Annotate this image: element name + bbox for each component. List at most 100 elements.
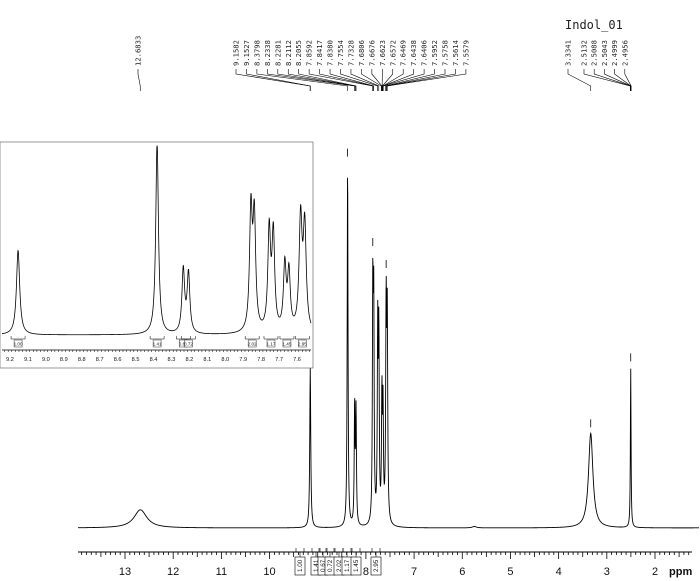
peak-label: 7.6469 [399, 40, 408, 66]
integral-bracket [295, 548, 305, 553]
inset-tick-label: 8.0 [221, 357, 229, 363]
peak-label: 7.7328 [346, 40, 355, 66]
x-tick-label: 6 [459, 566, 465, 578]
x-tick-label: 5 [507, 566, 513, 578]
inset-expansion: 9.2 9.1 9.0 8.9 8.8 8.7 8.6 8.5 8.4 8.3 8.2 8.1 8.0 7… [0, 141, 314, 369]
integral-value: 1.41 [313, 559, 320, 572]
peak-label-connector [567, 69, 592, 91]
inset-spectrum-trace [1, 145, 312, 336]
peak-label-connector [386, 69, 446, 91]
integral-value: 0.67 [320, 559, 327, 572]
peak-label: 7.6806 [357, 40, 366, 66]
peak-label: 8.3798 [252, 40, 261, 66]
inset-tick-label: 7.9 [239, 357, 247, 363]
peak-label-connector [382, 69, 394, 91]
inset-integral-box [152, 339, 162, 348]
inset-integral-bracket [181, 336, 196, 340]
peak-label-connector [385, 69, 435, 91]
spectrum-title: Indol_01 [565, 18, 623, 32]
inset-integral-box [13, 339, 23, 348]
inset-tick-label: 7.6 [293, 357, 301, 363]
peak-label: 8.2112 [284, 40, 293, 66]
inset-integral-box [184, 339, 193, 348]
inset-tick-label: 8.3 [168, 357, 176, 363]
inset-tick-label: 8.8 [78, 357, 86, 363]
peak-label: 2.4999 [610, 40, 619, 66]
peak-label: 3.3341 [564, 40, 573, 66]
peak-label-connector [361, 69, 382, 91]
integral-value: 2.02 [336, 559, 343, 572]
inset-tick-label: 8.5 [132, 357, 140, 363]
x-tick-label: 4 [556, 566, 562, 578]
peak-label: 7.5952 [430, 40, 439, 66]
peak-label: 9.1582 [232, 40, 241, 66]
peak-label-group: 12.6833 9.1582 9.1527 8.3798 8.2338 8.2281 8.2… [134, 36, 632, 91]
peak-label: 7.8417 [315, 40, 324, 66]
peak-label-connector [382, 69, 425, 91]
inset-integral-bracket [10, 336, 26, 340]
x-tick-label: 13 [119, 566, 131, 578]
peak-label: 7.7554 [336, 40, 345, 66]
peak-label-connector [308, 69, 373, 91]
integral-box [370, 556, 382, 576]
peak-label: 7.5579 [461, 40, 470, 66]
integral-bracket [371, 548, 381, 553]
peak-label-connector [604, 69, 632, 91]
inset-tick-label: 8.2 [185, 357, 193, 363]
x-tick-label: 8 [363, 566, 369, 578]
peak-label: 9.1527 [242, 40, 251, 66]
inset-integral-value: 1.00 [14, 342, 23, 347]
peak-label-connector [350, 69, 380, 91]
integral-value: 0.72 [327, 559, 334, 572]
inset-integral-bracket [149, 336, 165, 340]
peak-label-connector [246, 69, 311, 91]
inset-tick-label: 8.7 [96, 357, 104, 363]
integral-value: 2.95 [373, 559, 380, 572]
inset-integral-box [266, 339, 276, 348]
peak-label-connector [298, 69, 357, 91]
peak-label-connector [624, 69, 632, 91]
peak-label-connector [256, 69, 348, 91]
inset-tick-label: 8.1 [203, 357, 211, 363]
peak-label: 8.2338 [263, 40, 272, 66]
inset-tick-label: 9.0 [42, 357, 50, 363]
x-tick-label: 12 [167, 566, 179, 578]
peak-label-connector [277, 69, 356, 91]
peak-label: 7.8380 [326, 40, 335, 66]
peak-label: 2.5043 [600, 40, 609, 66]
peak-label-connector [137, 69, 141, 91]
peak-label: 2.5088 [590, 40, 599, 66]
x-axis-label: ppm [669, 566, 692, 578]
peak-label-connector [382, 69, 404, 91]
inset-tick-label: 8.9 [60, 357, 68, 363]
inset-integral-value: 0.67 [179, 342, 188, 347]
inset-integral-box [247, 339, 257, 348]
peak-label: 8.2281 [273, 40, 282, 66]
integral-box [294, 556, 306, 576]
peak-label: 7.6676 [367, 40, 376, 66]
inset-integral-value: 1.45 [282, 342, 291, 347]
peak-label: 7.5614 [451, 40, 460, 66]
integral-value: 1.17 [344, 559, 351, 572]
peak-label: 2.4956 [620, 40, 629, 66]
integral-value: 1.00 [297, 559, 304, 572]
inset-tick-label: 7.7 [275, 357, 283, 363]
ppm-axis: 1312111098765432 [78, 551, 692, 578]
peak-label: 2.5132 [580, 40, 589, 66]
inset-integral-value: 1.17 [267, 342, 276, 347]
inset-integral-bracket [279, 336, 295, 340]
peak-label: 7.6438 [409, 40, 418, 66]
peak-label: 7.6406 [420, 40, 429, 66]
x-tick-label: 2 [652, 566, 658, 578]
inset-tick-label: 9.2 [6, 357, 14, 363]
inset-tick-label: 7.8 [257, 357, 265, 363]
peak-label: 7.6623 [378, 40, 387, 66]
inset-integral-bracket [263, 336, 279, 340]
integral-bracket [334, 548, 344, 553]
inset-integral-box [282, 339, 292, 348]
inset-integral-value: 0.72 [184, 342, 193, 347]
peak-label-connector [329, 69, 375, 91]
x-tick-label: 7 [411, 566, 417, 578]
peak-label: 12.6833 [134, 36, 143, 66]
